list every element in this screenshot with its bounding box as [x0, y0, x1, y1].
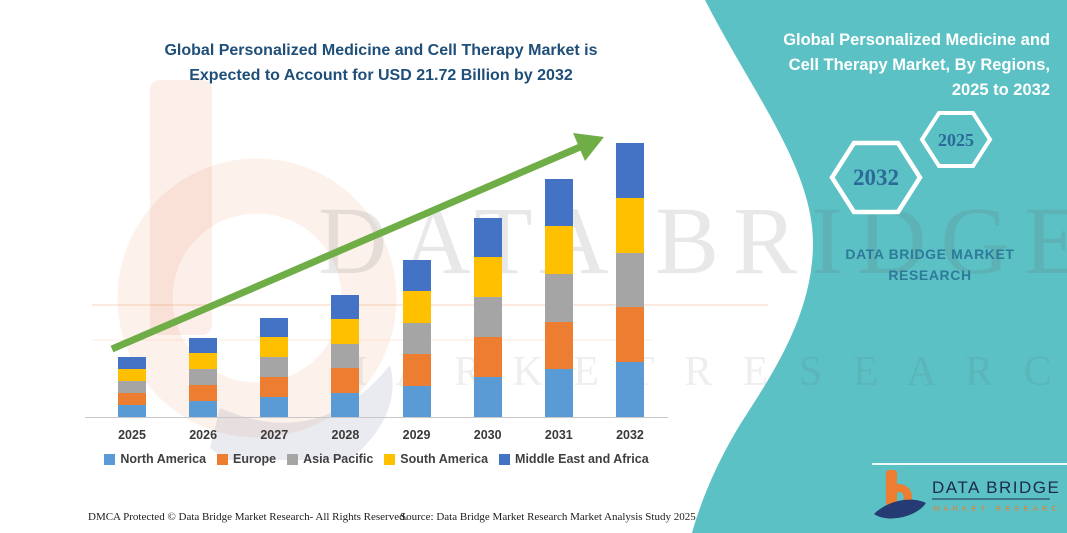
bar-2030 [473, 217, 502, 417]
bar-2032-segment-north-america [615, 362, 644, 417]
legend-label: North America [120, 452, 207, 466]
x-axis-label-2031: 2031 [544, 428, 573, 442]
chart-legend: North America Europe Asia Pacific South Ame… [85, 452, 668, 466]
x-axis-label-2028: 2028 [331, 428, 360, 442]
logo-title-text: DATA BRIDGE [932, 478, 1060, 497]
panel-heading: Global Personalized Medicine and Cell Th… [758, 28, 1050, 103]
bar-2027-segment-south-america [260, 337, 289, 358]
bar-2028-segment-south-america [331, 319, 360, 344]
bar-2032-segment-europe [615, 307, 644, 363]
bar-2027-segment-europe [260, 377, 289, 398]
bar-2029 [402, 259, 431, 417]
bar-2025-segment-south-america [118, 369, 146, 381]
bar-2027-segment-middle-east-and-africa [260, 317, 289, 338]
bar-2025-segment-north-america [118, 405, 146, 417]
panel-brand-line1: DATA BRIDGE MARKET [845, 246, 1015, 262]
bar-2028-segment-asia-pacific [331, 343, 360, 368]
hexagon-2032-label: 2032 [853, 165, 899, 190]
panel-heading-line2: Cell Therapy Market, By Regions, [788, 56, 1050, 74]
bar-2032-segment-asia-pacific [615, 252, 644, 308]
bar-2029-segment-europe [402, 354, 431, 386]
legend-item-asia-pacific: Asia Pacific [287, 452, 373, 466]
legend-item-south-america: South America [384, 452, 488, 466]
bar-2026-segment-middle-east-and-africa [189, 337, 218, 354]
bar-2026-segment-europe [189, 385, 218, 402]
bar-2026-segment-north-america [189, 401, 218, 417]
bar-2028 [331, 294, 360, 417]
bar-2032-segment-middle-east-and-africa [615, 143, 644, 198]
logo-subtitle-text: MARKET RESEARCH [933, 504, 1062, 513]
bar-2030-segment-middle-east-and-africa [473, 217, 502, 258]
bar-2029-segment-asia-pacific [402, 322, 431, 354]
legend-swatch [287, 453, 299, 465]
x-axis-label-2029: 2029 [402, 428, 431, 442]
x-axis-label-2026: 2026 [189, 428, 218, 442]
bar-2031-segment-europe [544, 321, 573, 370]
year-hexagons: 2025 2032 [829, 111, 993, 215]
bar-2027-segment-asia-pacific [260, 357, 289, 378]
bar-chart-plot-area [85, 120, 668, 418]
legend-label: Middle East and Africa [515, 452, 649, 466]
legend-label: South America [400, 452, 489, 466]
bar-2030-segment-asia-pacific [473, 297, 502, 338]
x-axis-label-2032: 2032 [616, 428, 644, 442]
bar-2031-segment-north-america [544, 369, 573, 417]
bar-2032-segment-south-america [615, 197, 644, 253]
bar-2025-segment-middle-east-and-africa [118, 357, 146, 369]
bar-2029-segment-north-america [402, 385, 431, 417]
panel-heading-line3: 2025 to 2032 [951, 81, 1050, 99]
bar-2028-segment-middle-east-and-africa [331, 294, 360, 319]
panel-brand-text: DATA BRIDGE MARKET RESEARCH [795, 244, 1065, 286]
bar-2027 [260, 317, 289, 417]
panel-brand-line2: RESEARCH [888, 267, 972, 283]
x-axis-label-2030: 2030 [473, 428, 502, 442]
chart-title-line1: Global Personalized Medicine and Cell Th… [164, 42, 598, 59]
legend-item-middle-east-and-africa: Middle East and Africa [499, 452, 649, 466]
footer-dmca-text: DMCA Protected © Data Bridge Market Rese… [88, 511, 408, 523]
bar-2030-segment-south-america [473, 257, 502, 298]
bar-2030-segment-europe [473, 337, 502, 378]
bar-2029-segment-middle-east-and-africa [402, 259, 431, 291]
data-bridge-logo: DATA BRIDGE MARKET RESEARCH [874, 470, 1062, 519]
hexagon-2025-label: 2025 [938, 130, 974, 150]
legend-label: Asia Pacific [303, 452, 374, 466]
bar-2028-segment-europe [331, 368, 360, 393]
bar-2026 [189, 337, 218, 417]
legend-swatch [104, 453, 116, 465]
watermark-text-row2: M A R K E T R E S E A R C H [330, 349, 1067, 395]
x-axis-label-2025: 2025 [118, 428, 146, 442]
logo-swoosh [874, 499, 926, 519]
footer-source-text: Source: Data Bridge Market Research Mark… [400, 511, 696, 523]
legend-swatch [499, 453, 511, 465]
hexagon-2032-shape [829, 140, 923, 215]
legend-item-europe: Europe [217, 452, 276, 466]
bar-2026-segment-asia-pacific [189, 369, 218, 386]
bar-2031-segment-south-america [544, 226, 573, 274]
bar-2027-segment-north-america [260, 397, 289, 417]
x-axis-label-2027: 2027 [260, 428, 289, 442]
bar-2032 [615, 143, 644, 417]
bar-2029-segment-south-america [402, 291, 431, 323]
hexagon-2025-shape [919, 111, 993, 168]
chart-title-line2: Expected to Account for USD 21.72 Billio… [189, 67, 573, 84]
bar-2031 [544, 178, 573, 417]
legend-label: Europe [233, 452, 277, 466]
bar-2031-segment-asia-pacific [544, 273, 573, 322]
bar-2025 [118, 357, 146, 417]
chart-title: Global Personalized Medicine and Cell Th… [85, 38, 677, 88]
legend-swatch [217, 453, 229, 465]
bar-2030-segment-north-america [473, 377, 502, 417]
bar-2025-segment-europe [118, 393, 146, 405]
bar-2025-segment-asia-pacific [118, 381, 146, 393]
panel-heading-line1: Global Personalized Medicine and [783, 31, 1050, 49]
x-axis-labels: 2025 2026 2027 2028 2029 2030 2031 2032 [85, 428, 668, 448]
legend-item-north-america: North America [104, 452, 206, 466]
legend-swatch [384, 453, 396, 465]
bar-2028-segment-north-america [331, 392, 360, 417]
bar-2026-segment-south-america [189, 353, 218, 370]
bar-2031-segment-middle-east-and-africa [544, 178, 573, 227]
logo-separator-line [872, 463, 1067, 465]
